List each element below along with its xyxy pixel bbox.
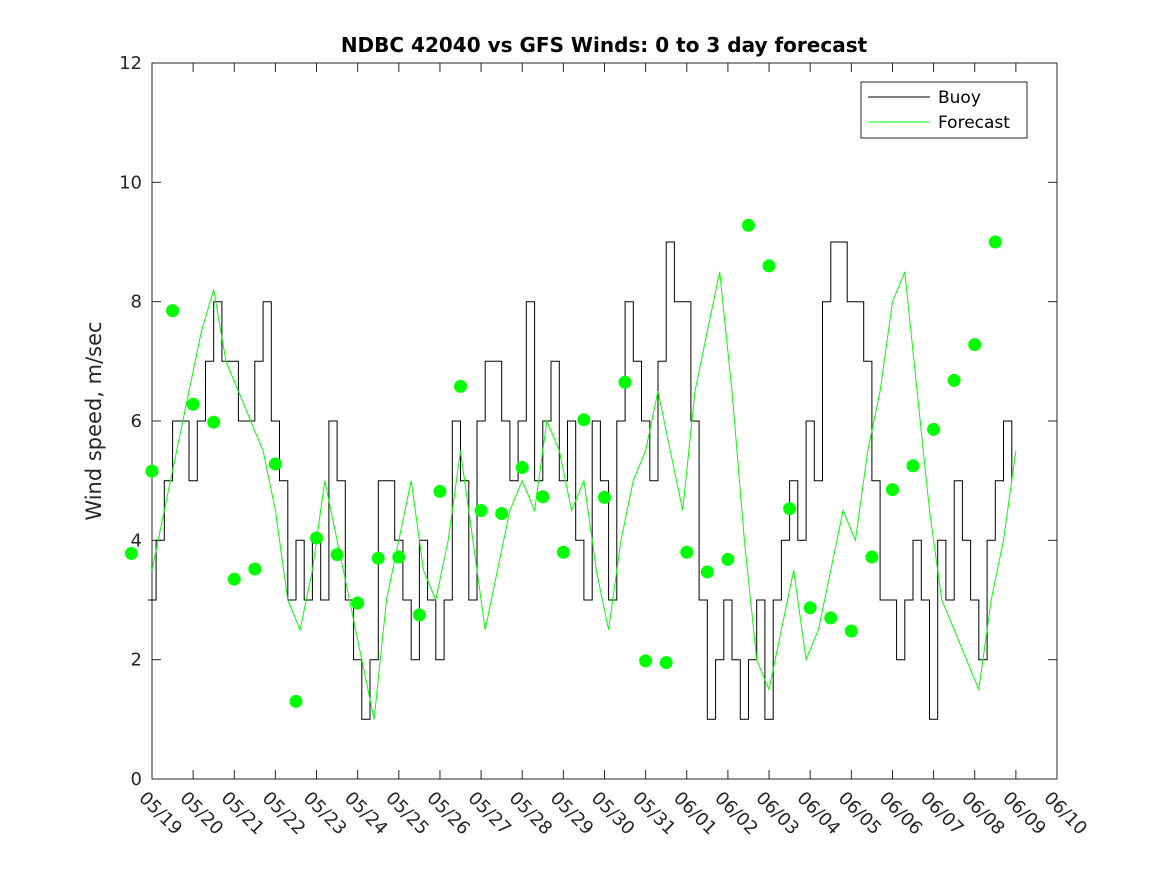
analysis-point xyxy=(474,504,488,517)
x-tick-label: 05/25 xyxy=(381,788,433,840)
analysis-point xyxy=(680,545,694,559)
x-tick-label: 05/21 xyxy=(217,788,269,840)
analysis-point xyxy=(865,550,879,564)
y-tick-label: 8 xyxy=(131,292,142,313)
y-tick-label: 2 xyxy=(131,650,142,671)
analysis-point xyxy=(392,550,406,564)
x-tick-label: 05/31 xyxy=(628,788,680,840)
analysis-point xyxy=(927,422,941,436)
analysis-point xyxy=(659,656,673,670)
analysis-point xyxy=(968,338,982,352)
analysis-point xyxy=(289,694,303,708)
analysis-point xyxy=(844,624,858,638)
analysis-point xyxy=(207,415,221,429)
analysis-point xyxy=(310,531,324,545)
x-tick-label: 05/30 xyxy=(587,788,639,840)
analysis-point xyxy=(577,413,591,427)
analysis-point xyxy=(824,611,838,625)
plot-area xyxy=(151,62,1058,780)
x-tick-label: 06/06 xyxy=(875,788,927,840)
y-tick-label: 10 xyxy=(119,172,142,193)
x-tick-label: 06/02 xyxy=(710,788,762,840)
analysis-point xyxy=(700,565,714,579)
analysis-point xyxy=(721,552,735,566)
analysis-point xyxy=(186,397,200,411)
x-tick-label: 05/22 xyxy=(258,788,310,840)
analysis-point xyxy=(495,506,509,520)
analysis-point xyxy=(885,483,899,497)
analysis-point xyxy=(906,459,920,473)
x-tick-label: 06/03 xyxy=(752,788,804,840)
analysis-point xyxy=(330,548,344,562)
analysis-point xyxy=(145,464,159,478)
analysis-point xyxy=(371,551,385,565)
analysis-point xyxy=(454,379,468,393)
y-tick-label: 12 xyxy=(119,53,142,74)
analysis-point xyxy=(268,457,282,471)
x-tick-label: 06/04 xyxy=(793,788,845,840)
legend-box xyxy=(860,81,1028,139)
analysis-point xyxy=(433,484,447,498)
x-tick-label: 06/09 xyxy=(998,788,1050,840)
y-axis: 0 2 4 6 8 10 12 xyxy=(119,53,1057,790)
x-tick-label: 05/19 xyxy=(134,788,186,840)
y-tick-label: 0 xyxy=(131,769,142,790)
analysis-point xyxy=(762,259,776,273)
analysis-point xyxy=(166,304,180,318)
x-tick-label: 05/20 xyxy=(176,788,228,840)
legend-forecast-label: Forecast xyxy=(938,113,1010,133)
x-tick-label: 05/27 xyxy=(464,788,516,840)
analysis-point xyxy=(639,654,653,668)
chart-title: NDBC 42040 vs GFS Winds: 0 to 3 day fore… xyxy=(341,33,868,57)
analysis-points-layer xyxy=(124,218,1002,708)
x-tick-label: 06/05 xyxy=(834,788,886,840)
forecast-series-line xyxy=(151,271,1017,720)
y-axis-label: Wind speed, m/sec xyxy=(82,321,106,520)
x-tick-label: 06/07 xyxy=(916,788,968,840)
analysis-point xyxy=(556,545,570,559)
legend: Buoy Forecast xyxy=(860,81,1028,139)
buoy-series-line xyxy=(147,241,1013,720)
x-tick-label: 05/26 xyxy=(422,788,474,840)
x-tick-label: 06/08 xyxy=(957,788,1009,840)
x-tick-label: 05/28 xyxy=(505,788,557,840)
analysis-point xyxy=(783,502,797,516)
analysis-point xyxy=(598,490,611,504)
analysis-point xyxy=(536,490,550,504)
analysis-point xyxy=(947,373,961,387)
analysis-point xyxy=(124,546,138,560)
analysis-point xyxy=(803,601,817,615)
x-tick-label: 06/01 xyxy=(669,788,721,840)
x-tick-label: 05/24 xyxy=(340,788,392,840)
x-tick-label: 05/29 xyxy=(546,788,598,840)
y-tick-label: 4 xyxy=(131,530,142,551)
y-tick-label: 6 xyxy=(131,411,142,432)
x-tick-label: 06/10 xyxy=(1039,788,1091,840)
series-layer xyxy=(147,241,1017,720)
analysis-point xyxy=(351,596,365,610)
analysis-point xyxy=(227,572,241,586)
analysis-point xyxy=(412,608,426,622)
analysis-point xyxy=(988,235,1002,249)
analysis-point xyxy=(618,375,632,389)
legend-buoy-label: Buoy xyxy=(938,88,981,108)
analysis-point xyxy=(248,562,262,576)
x-tick-label: 05/23 xyxy=(299,788,351,840)
analysis-point xyxy=(741,218,755,232)
analysis-point xyxy=(515,461,529,475)
